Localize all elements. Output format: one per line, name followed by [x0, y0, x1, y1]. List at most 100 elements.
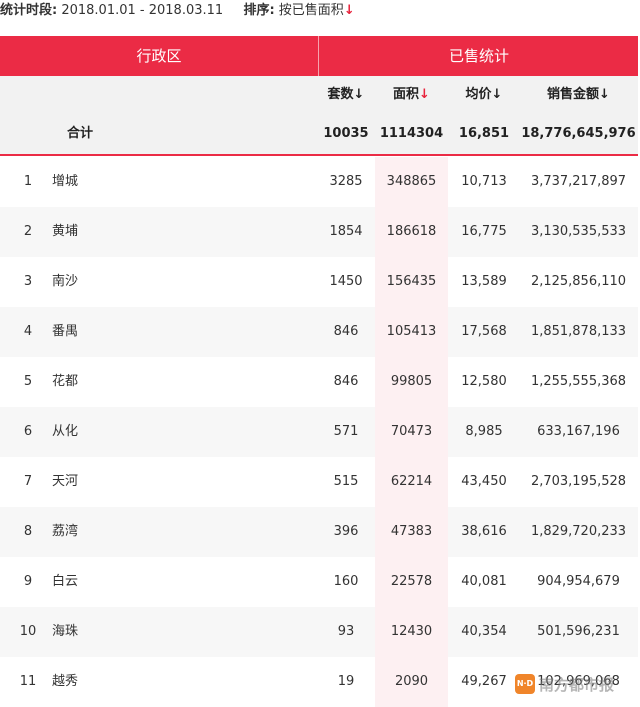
- row-district: 天河: [52, 474, 79, 489]
- row-area: 47383: [390, 524, 433, 539]
- row-units: 19: [337, 674, 355, 689]
- row-amount: 904,954,679: [537, 574, 620, 589]
- row-price: 43,450: [461, 474, 507, 489]
- total-area: 1114304: [379, 126, 444, 141]
- row-district: 荔湾: [52, 524, 79, 539]
- row-units: 846: [333, 374, 359, 389]
- sort-by-units[interactable]: 套数↓: [318, 76, 374, 114]
- row-amount: 633,167,196: [537, 424, 620, 439]
- newspaper-watermark: N·D 南方都市报: [515, 671, 614, 697]
- row-area: 22578: [390, 574, 433, 589]
- row-district: 海珠: [52, 624, 79, 639]
- row-price: 40,354: [461, 624, 507, 639]
- row-rank: 11: [19, 674, 37, 689]
- row-units: 571: [333, 424, 359, 439]
- row-area: 2090: [394, 674, 429, 689]
- sort-arrow-active-icon: ↓: [419, 87, 430, 102]
- period-value: 2018.01.01 - 2018.03.11: [61, 3, 224, 18]
- sort-by-price[interactable]: 均价↓: [449, 76, 519, 114]
- row-rank: 2: [23, 224, 33, 239]
- row-district: 南沙: [52, 274, 79, 289]
- row-district: 从化: [52, 424, 79, 439]
- row-district: 白云: [52, 574, 79, 589]
- row-units: 1854: [329, 224, 363, 239]
- row-rank: 4: [23, 324, 33, 339]
- row-amount: 2,703,195,528: [530, 474, 627, 489]
- column-headers: 套数↓ 面积↓ 均价↓ 销售金额↓: [0, 76, 638, 114]
- total-price: 16,851: [458, 126, 510, 141]
- row-amount: 1,829,720,233: [530, 524, 627, 539]
- row-amount: 3,737,217,897: [530, 174, 627, 189]
- row-amount: 501,596,231: [537, 624, 620, 639]
- table-row: 7 天河 515 62214 43,450 2,703,195,528: [0, 457, 638, 507]
- period-label: 统计时段:: [0, 3, 58, 18]
- table-row: 4 番禺 846 105413 17,568 1,851,878,133: [0, 307, 638, 357]
- units-header: 套数: [327, 87, 354, 102]
- sort-arrow-icon: ↓: [491, 87, 503, 102]
- row-rank: 3: [23, 274, 33, 289]
- row-district: 番禺: [52, 324, 79, 339]
- total-units: 10035: [323, 126, 369, 141]
- table-row: 11 越秀 19 2090 49,267 102,969,068: [0, 657, 638, 707]
- area-header: 面积: [393, 87, 420, 102]
- row-units: 1450: [329, 274, 363, 289]
- row-rank: 5: [23, 374, 33, 389]
- header-divider: [318, 36, 319, 76]
- filter-bar: 统计时段: 2018.01.01 - 2018.03.11 排序: 按已售面积↓: [0, 0, 640, 22]
- row-rank: 9: [23, 574, 33, 589]
- sort-label: 排序:: [243, 3, 275, 18]
- row-area: 348865: [386, 174, 437, 189]
- row-rank: 6: [23, 424, 33, 439]
- sort-value[interactable]: 按已售面积: [278, 3, 344, 18]
- row-price: 10,713: [461, 174, 507, 189]
- table-row: 8 荔湾 396 47383 38,616 1,829,720,233: [0, 507, 638, 557]
- table-row: 3 南沙 1450 156435 13,589 2,125,856,110: [0, 257, 638, 307]
- sort-arrow-icon[interactable]: ↓: [343, 3, 355, 18]
- row-area: 99805: [390, 374, 433, 389]
- row-price: 13,589: [461, 274, 507, 289]
- row-amount: 2,125,856,110: [530, 274, 627, 289]
- total-amount: 18,776,645,976: [521, 126, 636, 141]
- row-district: 花都: [52, 374, 79, 389]
- sort-by-area[interactable]: 面积↓: [375, 76, 448, 114]
- watermark-text: 南方都市报: [539, 675, 615, 694]
- row-amount: 1,851,878,133: [530, 324, 627, 339]
- row-price: 38,616: [461, 524, 507, 539]
- row-district: 增城: [52, 174, 79, 189]
- table-row: 1 增城 3285 348865 10,713 3,737,217,897: [0, 157, 638, 207]
- row-district: 越秀: [52, 674, 79, 689]
- table-row: 9 白云 160 22578 40,081 904,954,679: [0, 557, 638, 607]
- row-rank: 10: [19, 624, 37, 639]
- amount-header: 销售金额: [547, 87, 600, 102]
- row-units: 846: [333, 324, 359, 339]
- row-area: 156435: [386, 274, 437, 289]
- row-area: 186618: [386, 224, 437, 239]
- table-row: 6 从化 571 70473 8,985 633,167,196: [0, 407, 638, 457]
- row-price: 17,568: [461, 324, 507, 339]
- table-row: 5 花都 846 99805 12,580 1,255,555,368: [0, 357, 638, 407]
- row-units: 3285: [329, 174, 363, 189]
- row-amount: 1,255,555,368: [530, 374, 627, 389]
- table-header: 行政区 已售统计: [0, 36, 638, 76]
- newspaper-logo-icon: N·D: [515, 674, 535, 694]
- sort-arrow-icon: ↓: [599, 87, 610, 102]
- row-rank: 1: [23, 174, 33, 189]
- total-row: 合计 10035 1114304 16,851 18,776,645,976: [0, 114, 638, 156]
- district-header: 行政区: [136, 47, 182, 65]
- row-units: 93: [337, 624, 355, 639]
- row-area: 105413: [386, 324, 437, 339]
- row-area: 12430: [390, 624, 433, 639]
- price-header: 均价: [465, 87, 492, 102]
- row-amount: 3,130,535,533: [530, 224, 627, 239]
- row-units: 160: [333, 574, 359, 589]
- sort-by-amount[interactable]: 销售金额↓: [519, 76, 638, 114]
- table-row: 2 黄埔 1854 186618 16,775 3,130,535,533: [0, 207, 638, 257]
- table-row: 10 海珠 93 12430 40,354 501,596,231: [0, 607, 638, 657]
- row-price: 40,081: [461, 574, 507, 589]
- row-area: 70473: [390, 424, 433, 439]
- row-price: 49,267: [461, 674, 507, 689]
- row-units: 515: [333, 474, 359, 489]
- row-units: 396: [333, 524, 359, 539]
- row-price: 16,775: [461, 224, 507, 239]
- sort-arrow-icon: ↓: [353, 87, 365, 102]
